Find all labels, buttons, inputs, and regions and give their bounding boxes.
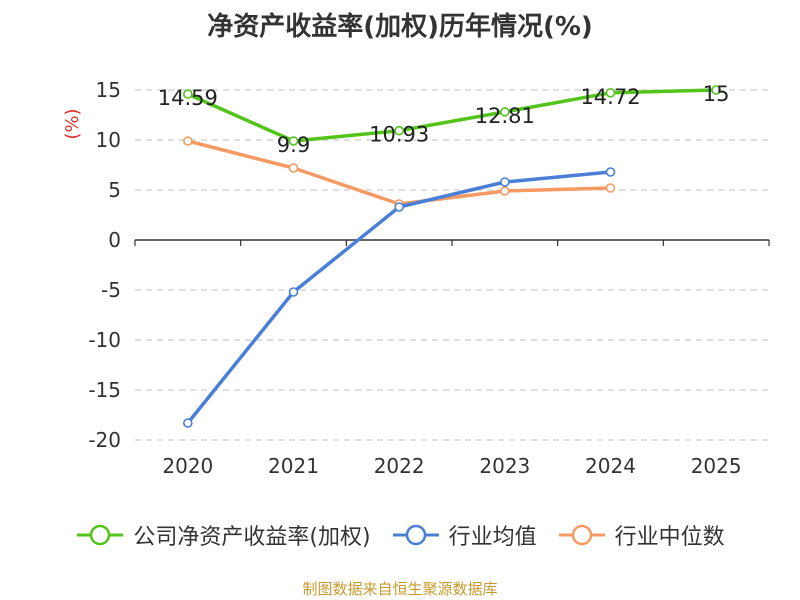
legend-swatch-icon [392,524,439,546]
data-point [288,163,299,173]
data-point [183,89,193,99]
data-point [605,167,616,177]
series-line [187,139,611,206]
data-point [500,186,510,196]
legend-item: 行业中位数 [557,519,725,551]
legend-item: 公司净资产收益率(加权) [75,519,371,551]
data-label: 14.59 [158,86,218,110]
data-point [183,418,193,428]
legend-label: 公司净资产收益率(加权) [133,525,371,550]
data-label: 12.81 [475,104,535,128]
y-tick-label: -15 [88,378,121,402]
x-tick-label: 2024 [585,454,636,478]
data-label: 10.93 [369,123,429,147]
data-label: 14.72 [580,85,640,109]
line-chart: 15 10 5 0 -5 -10 -15 -20 2020 2021 2022 2023 2024 202… [62,78,770,478]
data-point [605,88,616,98]
data-point [394,125,404,136]
data-point [394,202,404,212]
data-point [288,287,299,297]
x-tick-label: 2021 [268,454,319,478]
source-note: 制图数据来自恒生聚源数据库 [302,580,498,598]
data-point [711,85,721,95]
data-label: 9.9 [277,133,310,157]
legend-swatch-icon [77,524,124,546]
y-tick-label: 5 [108,178,121,202]
data-point [183,136,193,146]
y-tick-label: -20 [88,428,121,452]
legend-label: 行业均值 [448,525,537,550]
y-tick-label: -5 [101,278,121,302]
y-tick-label: 0 [108,228,121,252]
legend-item: 行业均值 [391,519,537,551]
data-point [500,107,510,117]
y-tick-label: -10 [88,328,121,352]
y-axis-label: (%) [62,108,83,139]
chart-title: 净资产收益率(加权)历年情况(%) [207,12,593,42]
legend: 公司净资产收益率(加权) 行业均值 行业中位数 [0,519,800,551]
y-tick-label: 10 [96,128,121,152]
series-line [187,88,717,143]
legend-swatch-icon [558,524,605,546]
x-tick-label: 2020 [162,454,213,478]
data-point [500,177,510,187]
y-tick-label: 15 [96,78,121,102]
legend-label: 行业中位数 [614,525,725,550]
x-tick-label: 2022 [374,454,425,478]
x-tick-label: 2023 [479,454,530,478]
data-point [605,183,616,193]
x-tick-label: 2025 [691,454,742,478]
data-label: 15 [703,82,730,106]
data-point [288,136,299,146]
